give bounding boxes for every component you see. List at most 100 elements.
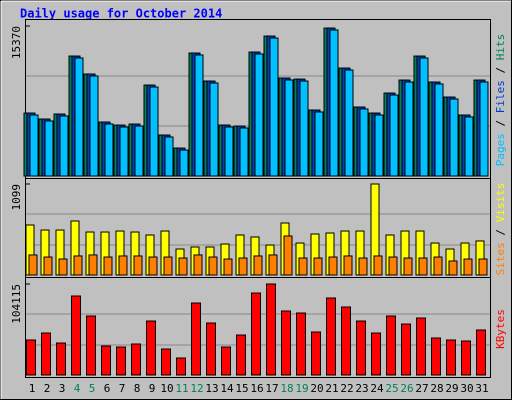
bar	[58, 258, 68, 276]
legend-entry: Sites	[494, 242, 507, 275]
bar	[163, 256, 173, 276]
bar	[148, 256, 158, 276]
bar	[281, 310, 291, 376]
bar	[134, 125, 144, 177]
x-tick-label: 21	[325, 382, 338, 395]
x-tick-label: 26	[400, 382, 413, 395]
bar	[59, 115, 69, 177]
bar	[314, 111, 324, 177]
x-tick-label: 24	[370, 382, 384, 395]
x-tick-label: 9	[149, 382, 156, 395]
x-tick-label: 30	[460, 382, 473, 395]
x-tick-label: 29	[445, 382, 458, 395]
bar	[479, 81, 489, 177]
y-tick-label: 15370	[10, 26, 23, 59]
chart-title: Daily usage for October 2014	[20, 7, 222, 21]
bar	[146, 320, 156, 376]
x-tick-label: 12	[190, 382, 203, 395]
legend-entry: Visits	[494, 183, 507, 223]
bar	[311, 331, 321, 376]
bar	[418, 257, 428, 276]
bar	[149, 86, 159, 177]
bar	[103, 256, 113, 276]
bar	[419, 57, 429, 177]
bar	[253, 255, 263, 276]
bar	[71, 295, 81, 376]
x-tick-label: 8	[134, 382, 141, 395]
bar	[133, 255, 143, 276]
bar	[236, 334, 246, 376]
bar	[401, 323, 411, 376]
bar	[119, 126, 129, 177]
bar	[434, 83, 444, 177]
bar	[326, 297, 336, 376]
bar	[194, 54, 204, 177]
bar	[224, 126, 234, 177]
bar	[283, 235, 293, 276]
bar	[386, 315, 396, 376]
legend-entry: Pages	[494, 133, 507, 166]
x-tick-label: 31	[475, 382, 488, 395]
bar	[299, 80, 309, 177]
bar	[464, 116, 474, 177]
bar	[44, 120, 54, 177]
y-tick-label: 104115	[10, 284, 23, 324]
bar	[118, 255, 128, 276]
bar	[461, 340, 471, 376]
bar	[373, 255, 383, 276]
x-tick-label: 25	[385, 382, 398, 395]
bar	[371, 332, 381, 376]
legend-separator: /	[494, 60, 507, 80]
bar	[388, 256, 398, 276]
x-tick-label: 22	[340, 382, 353, 395]
x-tick-label: 2	[44, 382, 51, 395]
bar	[341, 306, 351, 376]
x-tick-label: 4	[74, 382, 81, 395]
bar	[449, 98, 459, 177]
x-tick-label: 18	[280, 382, 293, 395]
bar	[269, 37, 279, 177]
bar	[356, 320, 366, 376]
bar	[164, 136, 174, 177]
bar	[266, 283, 276, 376]
bar	[56, 342, 66, 376]
bar	[416, 317, 426, 376]
bar	[476, 329, 486, 376]
legend-entry: Files	[494, 80, 507, 113]
bar	[329, 29, 339, 177]
bar	[86, 315, 96, 376]
x-tick-label: 3	[59, 382, 66, 395]
bar	[358, 257, 368, 276]
bar	[431, 337, 441, 376]
x-tick-label: 14	[220, 382, 234, 395]
bar	[403, 257, 413, 276]
bar	[43, 256, 53, 276]
x-tick-label: 10	[160, 382, 173, 395]
bar	[251, 292, 261, 376]
x-tick-label: 19	[295, 382, 308, 395]
legend: Pages / Files / Hits	[494, 34, 507, 167]
legend-entry: KBytes	[494, 309, 507, 349]
x-tick-label: 1	[29, 382, 36, 395]
y-tick-label: 1099	[10, 184, 23, 211]
x-tick-label: 20	[310, 382, 323, 395]
bar	[26, 339, 36, 376]
bar	[191, 302, 201, 376]
bar	[404, 81, 414, 177]
bar	[131, 343, 141, 376]
bar	[104, 123, 114, 177]
bar	[206, 322, 216, 376]
legend-entry: Hits	[494, 34, 507, 61]
bar	[101, 345, 111, 376]
bar	[116, 346, 126, 376]
x-tick-label: 17	[265, 382, 278, 395]
bar	[328, 256, 338, 276]
x-tick-label: 27	[415, 382, 428, 395]
bar	[239, 127, 249, 177]
bar	[88, 254, 98, 276]
x-tick-label: 28	[430, 382, 443, 395]
bar	[446, 339, 456, 376]
bar	[28, 254, 38, 276]
bar	[178, 257, 188, 276]
